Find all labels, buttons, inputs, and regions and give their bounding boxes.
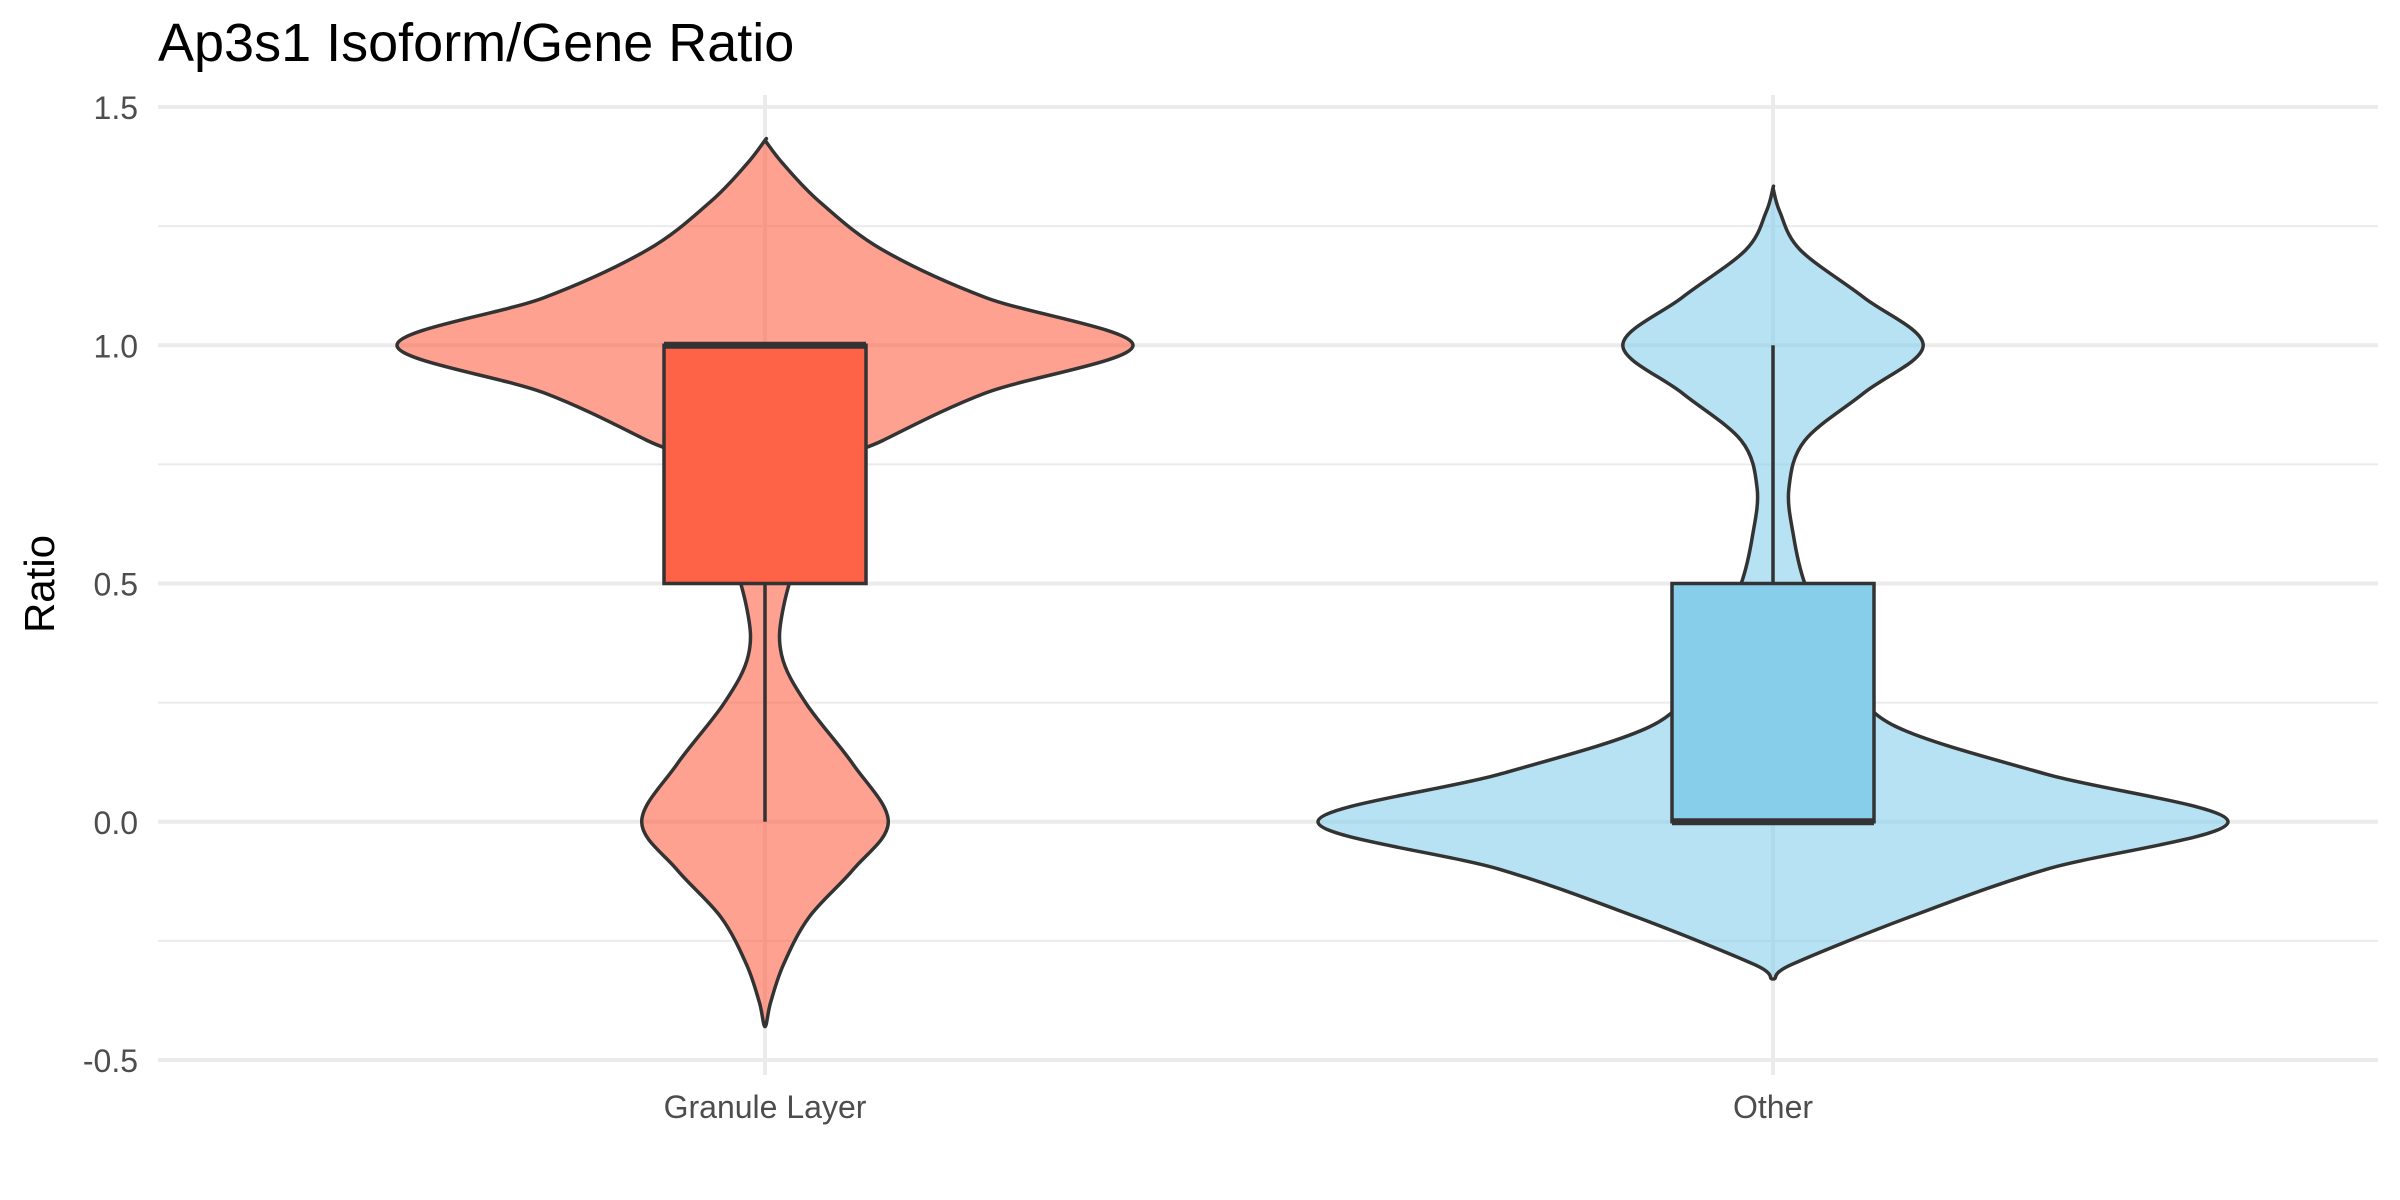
y-tick-label: 0.0	[94, 805, 138, 841]
box-granule-layer	[662, 343, 868, 586]
x-tick-label: Granule Layer	[664, 1089, 867, 1125]
y-tick-label: 1.5	[94, 90, 138, 126]
y-tick-label: -0.5	[83, 1043, 138, 1079]
y-tick-label: 0.5	[94, 567, 138, 603]
y-tick-label: 1.0	[94, 328, 138, 364]
box-other	[1670, 581, 1876, 824]
x-tick-label: Other	[1733, 1089, 1813, 1125]
chart-title: Ap3s1 Isoform/Gene Ratio	[158, 13, 795, 73]
